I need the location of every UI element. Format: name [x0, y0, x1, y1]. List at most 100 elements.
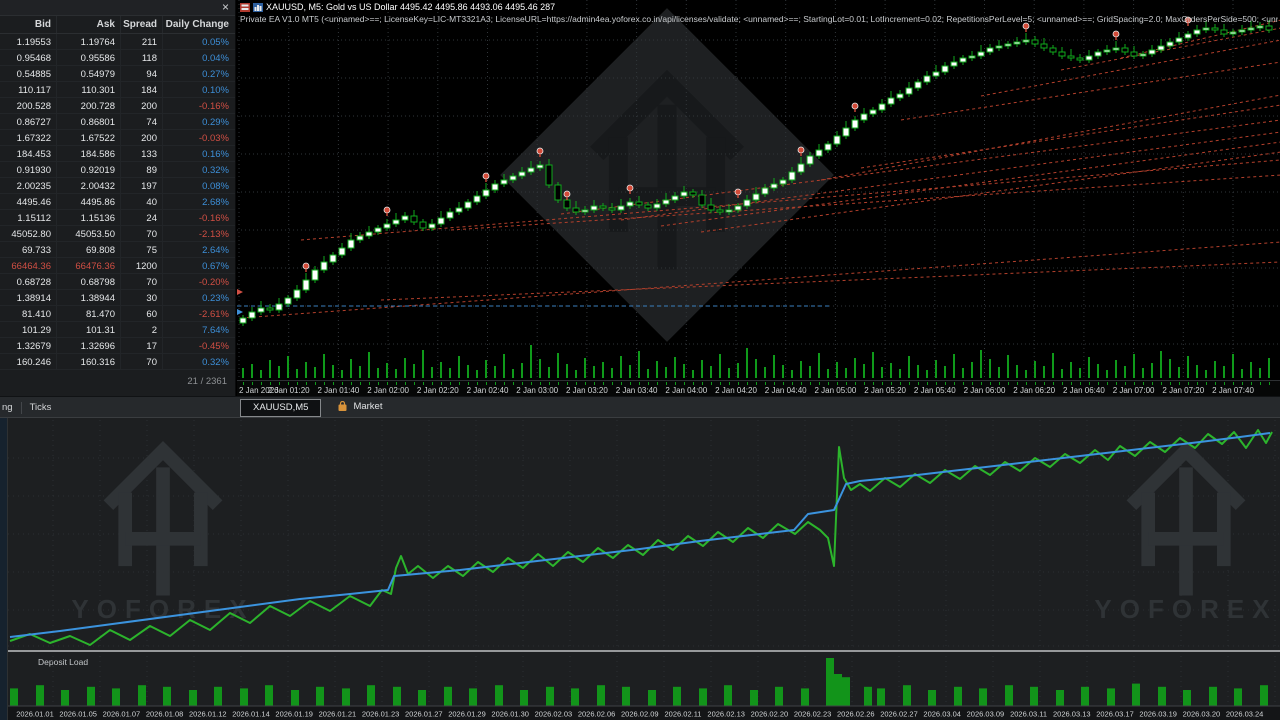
- candle: [1094, 49, 1102, 59]
- sell-marker-icon: [482, 172, 490, 182]
- spread-value: 70: [121, 274, 163, 289]
- chart-canvas[interactable]: [237, 0, 1280, 380]
- date-axis-label: 2026.01.21: [319, 710, 357, 719]
- candle: [779, 177, 787, 187]
- table-row[interactable]: 45052.80 45053.50 70 -2.13%: [0, 226, 235, 242]
- volume-bar: [656, 361, 658, 378]
- sell-marker-icon: [302, 262, 310, 272]
- column-header-daily-change[interactable]: Daily Change: [165, 19, 229, 30]
- volume-bar: [755, 359, 757, 378]
- deposit-load-bar: [393, 686, 401, 706]
- column-header-ask[interactable]: Ask: [57, 16, 121, 33]
- tab-trading-partial[interactable]: ng: [2, 402, 13, 413]
- table-row[interactable]: 0.86727 0.86801 74 0.29%: [0, 114, 235, 130]
- time-tick: [936, 382, 937, 385]
- date-axis-label: 2026.01.14: [232, 710, 270, 719]
- candle: [770, 178, 778, 191]
- volume-bar: [836, 362, 838, 378]
- date-axis-label: 2026.01.01: [16, 710, 54, 719]
- spread-value: 75: [121, 242, 163, 257]
- column-header-bid[interactable]: Bid: [0, 16, 57, 33]
- time-tick: [1134, 382, 1135, 385]
- table-row[interactable]: 1.38914 1.38944 30 0.23%: [0, 290, 235, 306]
- date-axis-label: 2026.03.04: [923, 710, 961, 719]
- time-tick: [459, 382, 460, 385]
- deposit-load-bar: [546, 686, 554, 706]
- time-tick: [909, 382, 910, 385]
- table-row[interactable]: 0.95468 0.95586 118 0.04%: [0, 50, 235, 66]
- time-tick: [513, 382, 514, 385]
- volume-bar: [872, 352, 874, 378]
- candle: [671, 192, 679, 203]
- time-axis-label: 2 Jan 03:20: [565, 386, 608, 395]
- table-row[interactable]: 0.91930 0.92019 89 0.32%: [0, 162, 235, 178]
- tester-graph[interactable]: YOFOREX YOFOREX Deposit Load 2026.01.01 2026…: [8, 418, 1280, 720]
- time-tick: [1251, 382, 1252, 385]
- table-row[interactable]: 1.15112 1.15136 24 -0.16%: [0, 210, 235, 226]
- table-row[interactable]: 0.68728 0.68798 70 -0.20%: [0, 274, 235, 290]
- grid-level-line: [450, 174, 1280, 231]
- candle: [1121, 44, 1129, 55]
- candle: [311, 266, 319, 283]
- candle: [275, 298, 283, 313]
- close-icon[interactable]: ×: [221, 0, 229, 14]
- table-row[interactable]: 66464.36 66476.36 1200 0.67%: [0, 258, 235, 274]
- time-tick: [378, 382, 379, 385]
- deposit-load-bar: [61, 690, 69, 706]
- volume-bar: [1196, 365, 1198, 378]
- spread-value: 70: [121, 226, 163, 241]
- time-axis-label: 2 Jan 2026: [239, 386, 279, 395]
- candle: [473, 191, 481, 205]
- time-tick: [603, 382, 604, 385]
- candle: [1166, 38, 1174, 49]
- table-row[interactable]: 1.32679 1.32696 17 -0.45%: [0, 338, 235, 354]
- tab-market[interactable]: Market: [325, 399, 394, 415]
- table-row[interactable]: 1.19553 1.19764 211 0.05%: [0, 34, 235, 50]
- tab-chart-xauusd-m5[interactable]: XAUUSD,M5: [240, 399, 322, 417]
- time-axis[interactable]: 2 Jan 2026 2 Jan 01:20 2 Jan 01:40 2 Jan 02…: [237, 380, 1280, 396]
- time-tick: [1197, 382, 1198, 385]
- time-tick: [693, 382, 694, 385]
- deposit-load-bar: [291, 690, 299, 706]
- candle: [464, 199, 472, 211]
- market-watch-tabs: ng Ticks: [0, 397, 236, 418]
- deposit-load-bar: [367, 685, 375, 706]
- grid-level-line: [700, 151, 1280, 233]
- time-tick: [954, 382, 955, 385]
- deposit-load-bar: [520, 690, 528, 706]
- market-bag-icon: [338, 401, 347, 411]
- volume-bar: [1124, 366, 1126, 378]
- volume-bar: [773, 355, 775, 378]
- candle: [1112, 41, 1120, 53]
- volume-bar: [278, 366, 280, 378]
- time-tick: [504, 382, 505, 385]
- table-row[interactable]: 4495.46 4495.86 40 2.68%: [0, 194, 235, 210]
- vertical-tab-strip[interactable]: [0, 418, 8, 720]
- candle: [266, 304, 274, 313]
- time-axis-label: 2 Jan 07:40: [1212, 386, 1254, 395]
- bid-value: 0.68728: [0, 274, 57, 289]
- time-tick: [1098, 382, 1099, 385]
- table-row[interactable]: 0.54885 0.54979 94 0.27%: [0, 66, 235, 82]
- volume-bar: [1061, 369, 1063, 378]
- time-tick: [531, 382, 532, 385]
- table-row[interactable]: 81.410 81.470 60 -2.61%: [0, 306, 235, 322]
- time-tick: [585, 382, 586, 385]
- table-row[interactable]: 200.528 200.728 200 -0.16%: [0, 98, 235, 114]
- table-row[interactable]: 110.117 110.301 184 0.10%: [0, 82, 235, 98]
- time-tick: [288, 382, 289, 385]
- column-header-spread[interactable]: Spread: [121, 16, 163, 33]
- table-row[interactable]: 1.67322 1.67522 200 -0.03%: [0, 130, 235, 146]
- volume-bar: [1016, 365, 1018, 378]
- table-row[interactable]: 2.00235 2.00432 197 0.08%: [0, 178, 235, 194]
- deposit-load-bar: [622, 686, 630, 706]
- table-row[interactable]: 160.246 160.316 70 0.32%: [0, 354, 235, 370]
- candlestick-chart[interactable]: XAUUSD, M5: Gold vs US Dollar 4495.42 44…: [237, 0, 1280, 380]
- volume-bar: [1097, 364, 1099, 378]
- table-row[interactable]: 101.29 101.31 2 7.64%: [0, 322, 235, 338]
- candle: [1067, 49, 1075, 61]
- tab-ticks[interactable]: Ticks: [29, 402, 52, 413]
- candle: [347, 233, 355, 251]
- table-row[interactable]: 69.733 69.808 75 2.64%: [0, 242, 235, 258]
- table-row[interactable]: 184.453 184.586 133 0.16%: [0, 146, 235, 162]
